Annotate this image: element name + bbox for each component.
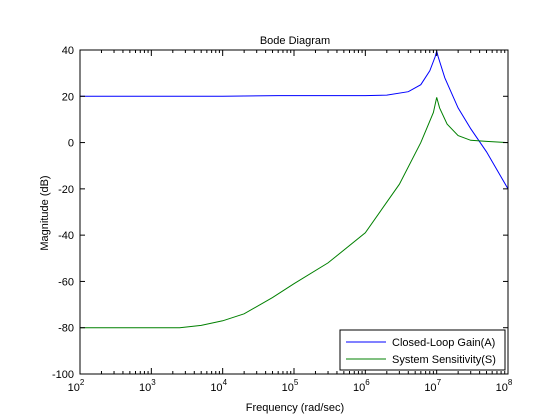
- y-tick-label: -80: [58, 323, 74, 335]
- plot-frame: [79, 49, 509, 375]
- y-tick-label: -40: [58, 230, 74, 242]
- legend-label-system-sensitivity: System Sensitivity(S): [392, 354, 496, 366]
- legend: Closed-Loop Gain(A) System Sensitivity(S…: [339, 329, 506, 371]
- series-line-system-sensitivity-s: [80, 97, 509, 329]
- y-tick-label: 20: [62, 91, 74, 103]
- x-tick-label: 102: [68, 378, 85, 394]
- x-tick-label: 107: [424, 378, 441, 394]
- y-tick-label: -100: [52, 369, 74, 381]
- legend-box: [339, 329, 506, 371]
- series-line-closed-loop-gain-a: [80, 49, 509, 190]
- y-tick-label: -20: [58, 184, 74, 196]
- x-tick-label: 105: [282, 378, 299, 394]
- x-tick-label: 108: [496, 378, 513, 394]
- y-tick-label: 40: [62, 45, 74, 57]
- series-layer: [80, 49, 509, 329]
- x-tick-label: 106: [353, 378, 370, 394]
- y-tick-label: -60: [58, 276, 74, 288]
- y-axis-label: Magnitude (dB): [39, 175, 51, 250]
- y-tick-label: 0: [68, 138, 74, 150]
- x-axis-label: Frequency (rad/sec): [246, 402, 344, 414]
- plot-area: [80, 50, 508, 374]
- legend-label-closed-loop-gain: Closed-Loop Gain(A): [392, 337, 495, 349]
- x-tick-label: 103: [139, 378, 156, 394]
- x-tick-label: 104: [210, 378, 227, 394]
- chart-title: Bode Diagram: [260, 35, 330, 47]
